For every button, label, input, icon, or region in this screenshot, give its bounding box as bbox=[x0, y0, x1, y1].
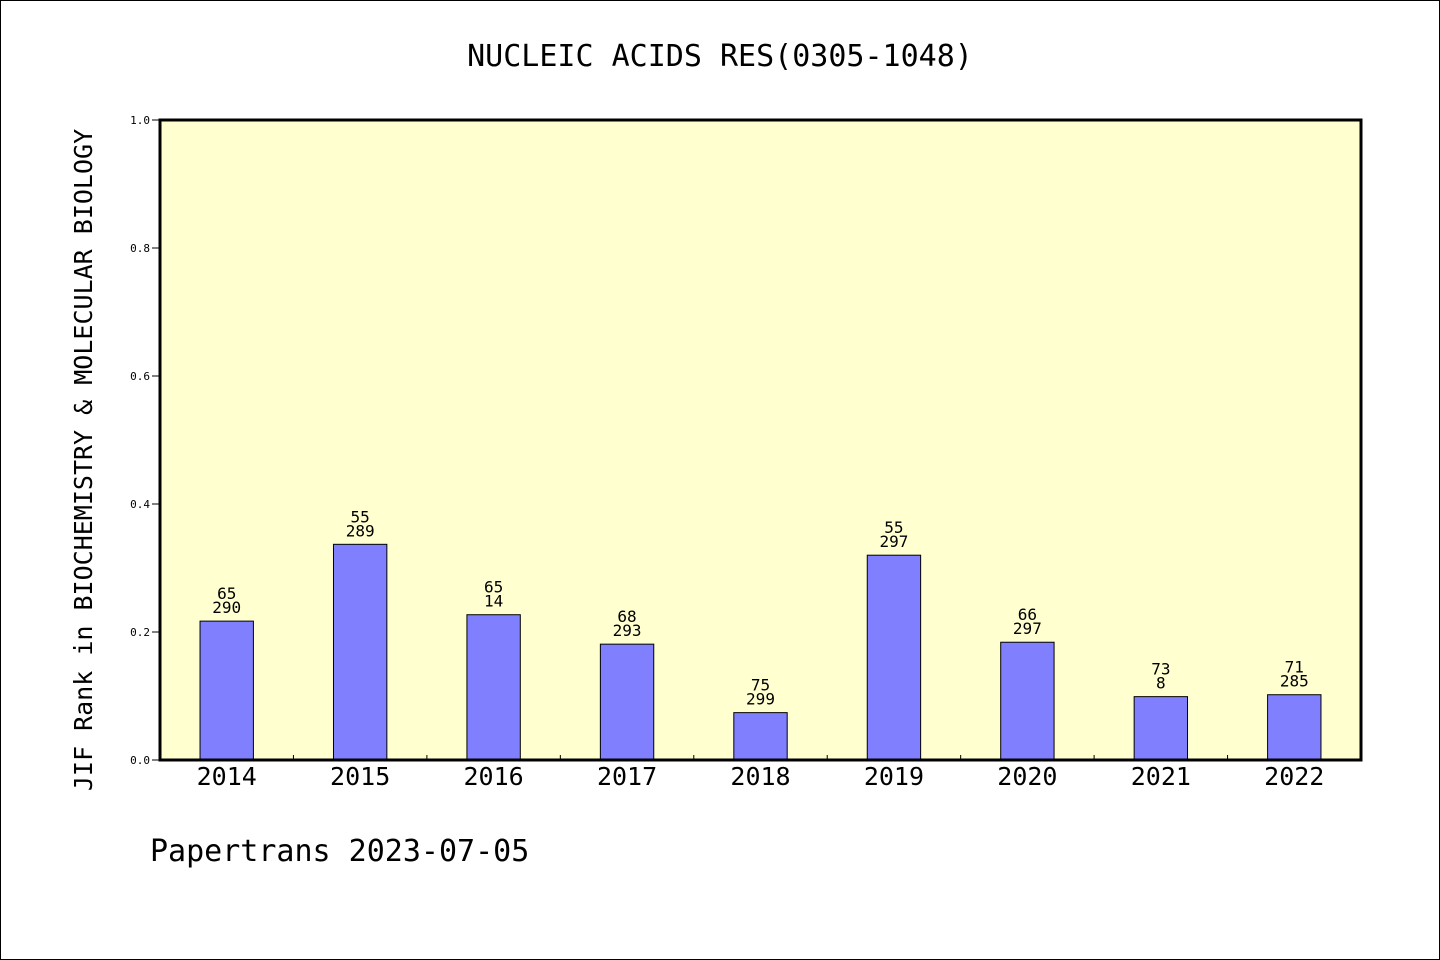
x-tick-label-2019: 2019 bbox=[864, 762, 924, 791]
bar-2022 bbox=[1267, 694, 1322, 761]
x-tick-label-2014: 2014 bbox=[197, 762, 257, 791]
x-tick-label-2015: 2015 bbox=[330, 762, 390, 791]
bar-label-top-2020: 66 bbox=[1018, 605, 1037, 624]
bar-2015 bbox=[332, 543, 388, 761]
footer-date-stamp: Papertrans 2023-07-05 bbox=[150, 834, 530, 869]
y-tick-label-0.0: 0.0 bbox=[130, 754, 150, 767]
bar-label-bottom-2015: 289 bbox=[346, 521, 375, 540]
y-tick-label-0.6: 0.6 bbox=[130, 370, 150, 383]
bar-label-bottom-2019: 297 bbox=[879, 532, 908, 551]
x-tick-label-2020: 2020 bbox=[997, 762, 1057, 791]
bar-label-bottom-2016: 14 bbox=[484, 592, 503, 611]
bar-2017 bbox=[599, 643, 655, 761]
bar-label-top-2019: 55 bbox=[884, 518, 903, 537]
bar-2014 bbox=[199, 620, 254, 761]
bar-label-bottom-2021: 8 bbox=[1156, 674, 1166, 693]
y-tick-label-1.0: 1.0 bbox=[130, 114, 150, 127]
y-tick-label-0.2: 0.2 bbox=[130, 626, 150, 639]
y-tick-label-0.8: 0.8 bbox=[130, 242, 150, 255]
y-axis: 0.0 0.2 0.4 0.6 0.8 1.0 bbox=[130, 114, 160, 767]
bar-2020 bbox=[1000, 641, 1055, 761]
bar-label-top-2016: 65 bbox=[484, 578, 503, 597]
y-axis-label: JIF Rank in BIOCHEMISTRY & MOLECULAR BIO… bbox=[69, 129, 98, 791]
bar-label-bottom-2020: 297 bbox=[1013, 619, 1042, 638]
plot-border bbox=[158, 118, 1363, 762]
bar-2019 bbox=[866, 554, 922, 761]
x-tick-label-2022: 2022 bbox=[1264, 762, 1324, 791]
bar-label-bottom-2014: 290 bbox=[212, 598, 241, 617]
bar-label-top-2018: 75 bbox=[751, 676, 770, 695]
x-axis: 2014 2015 2016 2017 2018 2019 2020 2021 2022 bbox=[197, 755, 1324, 791]
bar-label-top-2021: 73 bbox=[1151, 660, 1170, 679]
chart-title: NUCLEIC ACIDS RES(0305-1048) bbox=[467, 39, 973, 74]
bar-labels-group: 6529055289651468293752995529766297738712… bbox=[212, 507, 1308, 708]
x-tick-label-2017: 2017 bbox=[597, 762, 657, 791]
x-tick-label-2021: 2021 bbox=[1131, 762, 1191, 791]
x-tick-label-2016: 2016 bbox=[464, 762, 524, 791]
bar-label-top-2015: 55 bbox=[351, 507, 370, 526]
bar-label-bottom-2017: 293 bbox=[613, 621, 642, 640]
bar-label-bottom-2018: 299 bbox=[746, 690, 775, 709]
bar-label-bottom-2022: 285 bbox=[1280, 672, 1309, 691]
bar-2016 bbox=[466, 614, 521, 761]
bar-label-top-2017: 68 bbox=[617, 607, 636, 626]
bar-label-top-2022: 71 bbox=[1285, 658, 1304, 677]
bars-group bbox=[199, 543, 1322, 761]
x-tick-label-2018: 2018 bbox=[730, 762, 790, 791]
bar-2021 bbox=[1133, 696, 1189, 761]
bar-2018 bbox=[733, 712, 788, 761]
y-tick-label-0.4: 0.4 bbox=[130, 498, 150, 511]
bar-label-top-2014: 65 bbox=[217, 584, 236, 603]
